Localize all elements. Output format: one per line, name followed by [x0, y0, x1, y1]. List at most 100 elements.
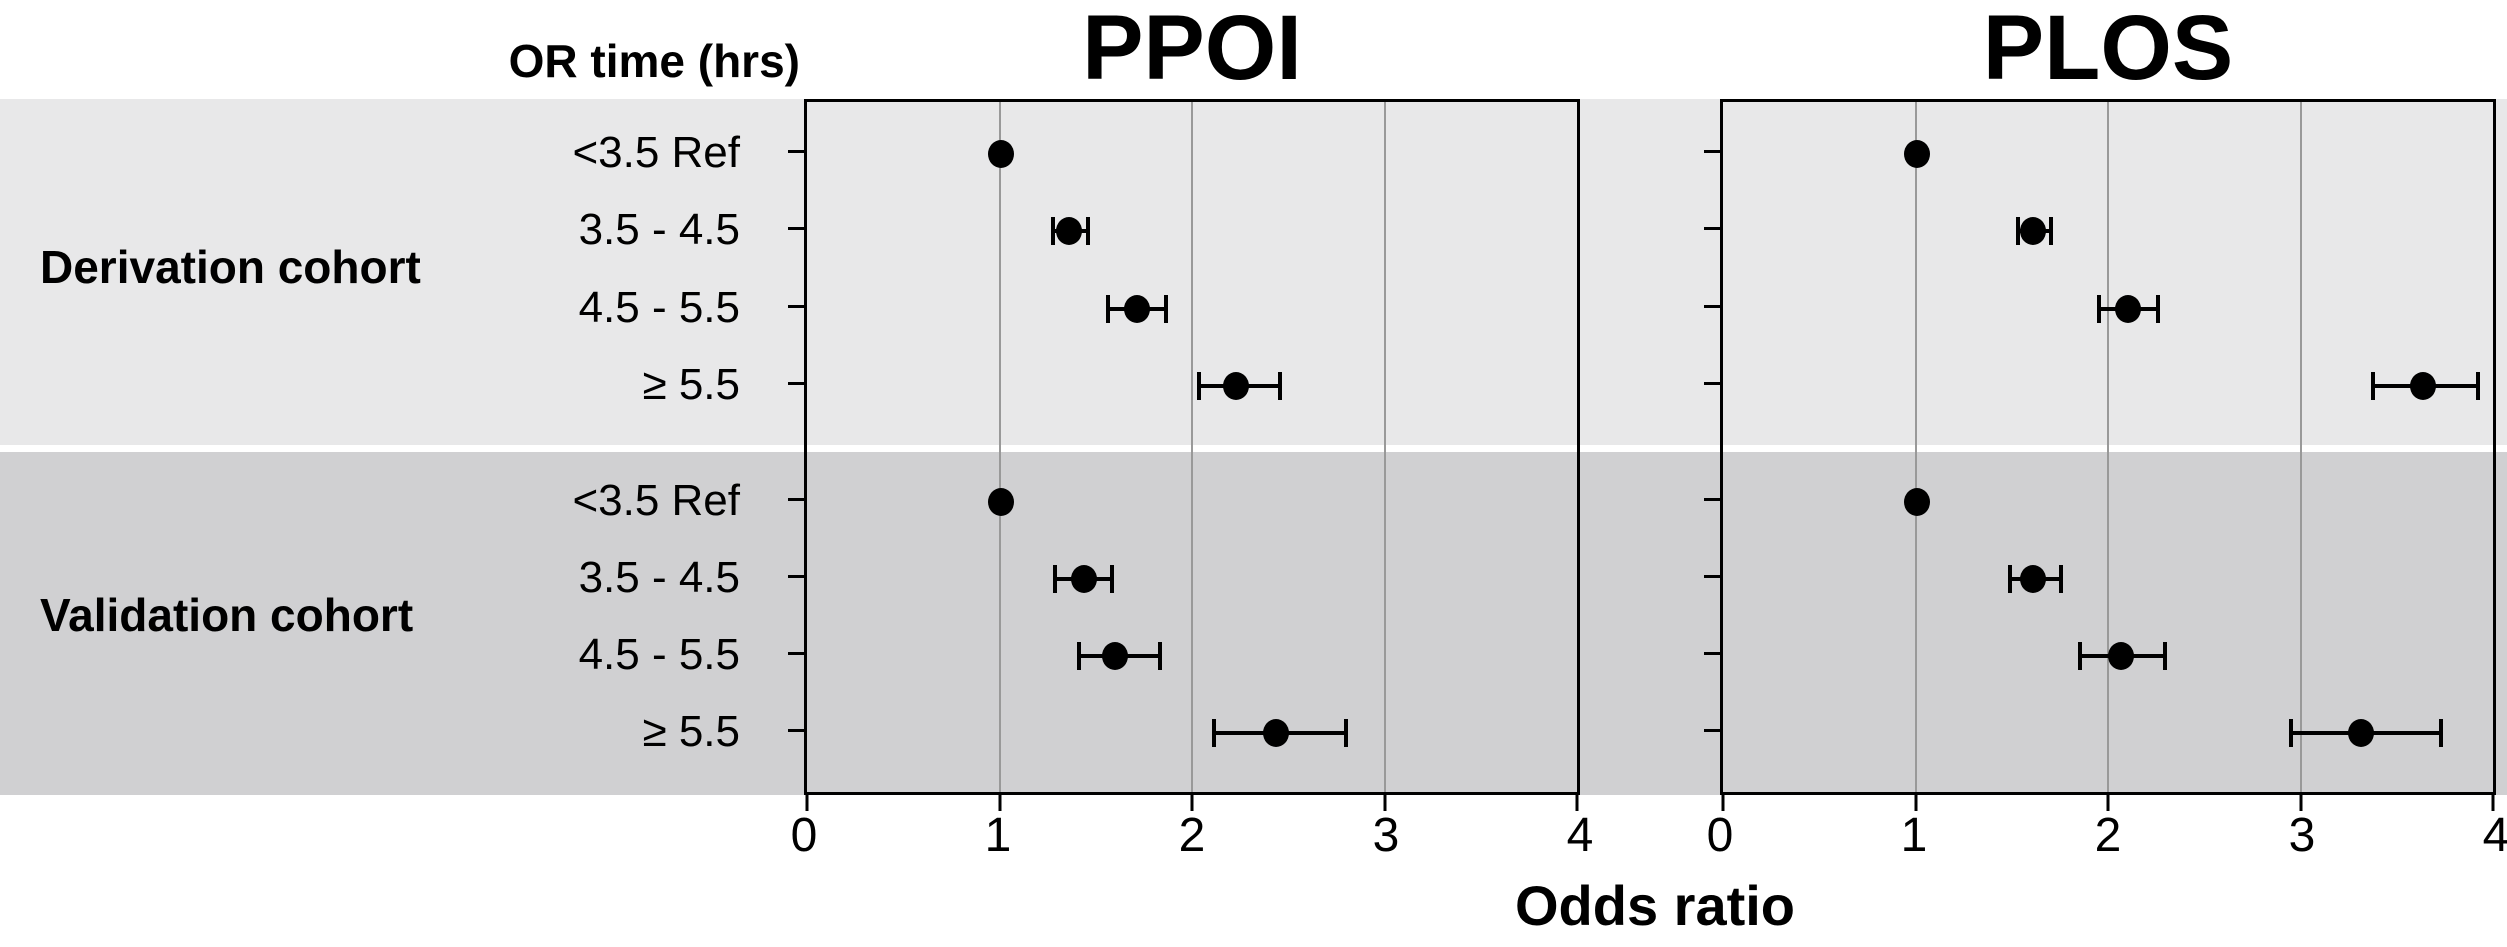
- ci-cap-right: [2048, 217, 2053, 245]
- row-axis-title: OR time (hrs): [508, 35, 800, 87]
- row-tick: [788, 382, 804, 385]
- axis-tick-label: 4: [1566, 809, 1594, 862]
- row-label: ≥ 5.5: [642, 707, 740, 756]
- ci-cap-left: [2008, 565, 2013, 593]
- row-tick: [1704, 227, 1720, 230]
- data-point-dot: [1222, 372, 1249, 400]
- data-point-dot: [2348, 719, 2375, 747]
- x-axis-title: Odds ratio: [1514, 874, 1796, 937]
- ci-cap-left: [1196, 372, 1201, 400]
- derivation-cohort-label: Derivation cohort: [40, 241, 421, 293]
- axis-tick: [1721, 795, 1725, 811]
- panel-title-ppoi: PPOI: [1082, 0, 1302, 99]
- gridline-3: [2299, 102, 2302, 792]
- ci-cap-right: [1158, 642, 1163, 670]
- data-point-dot: [1055, 217, 1082, 245]
- data-point-dot: [2115, 295, 2142, 323]
- ci-cap-right: [1086, 217, 1091, 245]
- axis-tick: [998, 795, 1001, 811]
- panel-title-plos: PLOS: [1982, 0, 2234, 99]
- axis-tick: [1383, 795, 1386, 811]
- row-label: 4.5 - 5.5: [578, 630, 740, 679]
- axis-tick: [2491, 795, 2495, 811]
- data-point-dot: [2107, 642, 2134, 670]
- ci-cap-left: [1051, 217, 1056, 245]
- axis-tick: [1190, 795, 1194, 811]
- axis-tick: [2106, 795, 2110, 811]
- data-point-dot: [1904, 488, 1930, 516]
- data-point-dot: [1904, 140, 1930, 168]
- data-point-dot: [2020, 217, 2047, 245]
- data-point-dot: [1102, 642, 1129, 670]
- gridline-2: [2107, 102, 2109, 792]
- ci-cap-left: [2370, 372, 2375, 400]
- ci-cap-right: [2058, 565, 2063, 593]
- ci-cap-left: [2077, 642, 2082, 670]
- axis-tick-label: 2: [1178, 809, 1206, 862]
- row-tick: [788, 150, 804, 153]
- data-point-dot: [1123, 295, 1150, 323]
- ci-cap-left: [1105, 295, 1110, 323]
- row-tick: [1704, 382, 1720, 385]
- axis-tick-label: 2: [2094, 809, 2122, 862]
- gridline-1: [1914, 102, 1917, 792]
- ci-cap-right: [2475, 372, 2480, 400]
- ci-cap-right: [1109, 565, 1114, 593]
- row-tick: [788, 575, 804, 578]
- row-tick: [788, 227, 804, 230]
- row-tick: [1704, 150, 1720, 153]
- row-label: 3.5 - 4.5: [578, 553, 740, 602]
- axis-tick-label: 3: [2288, 809, 2316, 862]
- ci-cap-right: [2155, 295, 2160, 323]
- gridline-2: [1191, 102, 1193, 792]
- data-point-dot: [988, 488, 1014, 516]
- panel-plos: [1704, 99, 2496, 811]
- ci-cap-left: [1053, 565, 1058, 593]
- axis-tick: [805, 795, 809, 811]
- row-label: <3.5 Ref: [572, 476, 740, 525]
- row-label: ≥ 5.5: [642, 360, 740, 409]
- ci-cap-right: [2438, 719, 2443, 747]
- validation-band: [0, 452, 2507, 795]
- axis-tick-label: 1: [984, 809, 1012, 862]
- row-tick: [788, 729, 804, 732]
- data-point-dot: [988, 140, 1014, 168]
- axis-tick-label: 0: [1706, 809, 1734, 862]
- axis-tick: [1914, 795, 1917, 811]
- row-tick: [1704, 498, 1720, 501]
- gridline-1: [998, 102, 1001, 792]
- row-label: <3.5 Ref: [572, 128, 740, 177]
- row-tick: [788, 305, 804, 308]
- axis-tick-label: 3: [1372, 809, 1400, 862]
- panel-ppoi: [788, 99, 1580, 811]
- ci-cap-right: [1163, 295, 1168, 323]
- row-tick: [1704, 305, 1720, 308]
- row-tick: [788, 498, 804, 501]
- row-label: 4.5 - 5.5: [578, 283, 740, 332]
- ci-cap-left: [2289, 719, 2294, 747]
- ci-cap-left: [2097, 295, 2102, 323]
- ci-cap-left: [2015, 217, 2020, 245]
- validation-cohort-label: Validation cohort: [40, 589, 414, 641]
- data-point-dot: [1071, 565, 1098, 593]
- data-point-dot: [2410, 372, 2437, 400]
- axis-tick: [1575, 795, 1579, 811]
- data-point-dot: [1263, 719, 1290, 747]
- row-tick: [788, 652, 804, 655]
- row-label: 3.5 - 4.5: [578, 205, 740, 254]
- axis-tick-label: 4: [2482, 809, 2507, 862]
- ci-cap-right: [1278, 372, 1283, 400]
- ci-cap-right: [2163, 642, 2168, 670]
- gridline-3: [1383, 102, 1386, 792]
- axis-tick-label: 1: [1900, 809, 1928, 862]
- data-point-dot: [2020, 565, 2047, 593]
- ci-cap-left: [1076, 642, 1081, 670]
- axis-tick: [2299, 795, 2302, 811]
- row-tick: [1704, 652, 1720, 655]
- axis-tick-label: 0: [790, 809, 818, 862]
- ci-cap-left: [1212, 719, 1217, 747]
- row-tick: [1704, 729, 1720, 732]
- row-tick: [1704, 575, 1720, 578]
- ci-cap-right: [1344, 719, 1349, 747]
